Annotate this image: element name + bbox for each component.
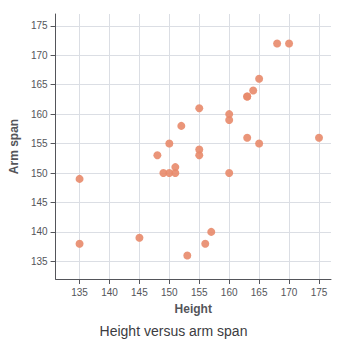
- svg-text:150: 150: [161, 287, 178, 298]
- svg-text:150: 150: [31, 168, 48, 179]
- svg-text:160: 160: [31, 109, 48, 120]
- svg-text:Height: Height: [175, 302, 212, 316]
- svg-text:145: 145: [31, 197, 48, 208]
- svg-text:135: 135: [31, 256, 48, 267]
- svg-text:155: 155: [191, 287, 208, 298]
- svg-text:165: 165: [251, 287, 268, 298]
- svg-text:170: 170: [281, 287, 298, 298]
- svg-text:175: 175: [31, 20, 48, 31]
- svg-text:135: 135: [71, 287, 88, 298]
- svg-text:155: 155: [31, 138, 48, 149]
- svg-text:Height versus arm span: Height versus arm span: [100, 323, 248, 339]
- svg-text:Arm span: Arm span: [7, 119, 21, 174]
- svg-text:165: 165: [31, 79, 48, 90]
- svg-text:145: 145: [131, 287, 148, 298]
- svg-text:170: 170: [31, 50, 48, 61]
- svg-text:140: 140: [101, 287, 118, 298]
- svg-text:140: 140: [31, 226, 48, 237]
- svg-text:175: 175: [311, 287, 328, 298]
- svg-text:160: 160: [221, 287, 238, 298]
